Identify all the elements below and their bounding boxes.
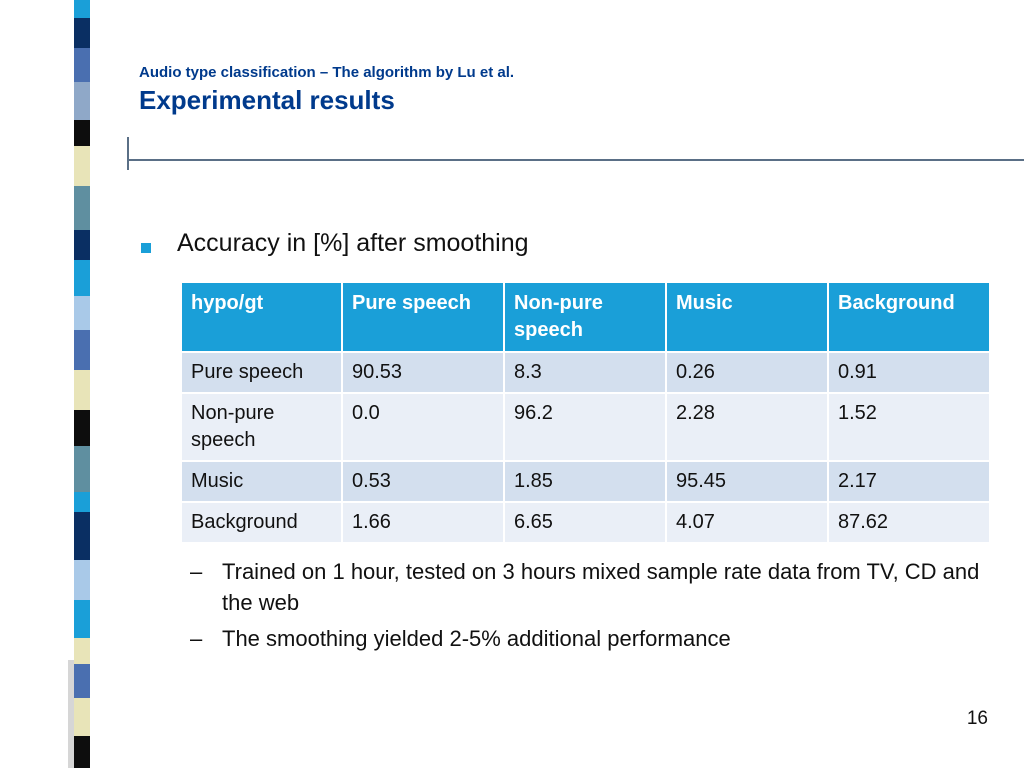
decorative-stripe bbox=[74, 0, 90, 768]
table-cell: 0.0 bbox=[341, 392, 505, 462]
slide-subtitle: Audio type classification – The algorith… bbox=[139, 64, 515, 81]
table-cell: 1.52 bbox=[827, 392, 991, 462]
table-cell: 2.17 bbox=[827, 460, 991, 503]
title-rule-horizontal bbox=[129, 159, 1024, 161]
sub-bullet-item: – The smoothing yielded 2-5% additional … bbox=[190, 623, 990, 654]
table-cell: 0.26 bbox=[665, 351, 829, 394]
table-cell: 90.53 bbox=[341, 351, 505, 394]
sub-bullet-item: – Trained on 1 hour, tested on 3 hours m… bbox=[190, 556, 990, 618]
table-cell: Music bbox=[180, 460, 343, 503]
sub-bullet-text: Trained on 1 hour, tested on 3 hours mix… bbox=[222, 559, 980, 615]
table-cell: 4.07 bbox=[665, 501, 829, 544]
dash-icon: – bbox=[190, 626, 203, 651]
table-cell: Pure speech bbox=[180, 351, 343, 394]
dash-icon: – bbox=[190, 559, 203, 584]
table-row: Background 1.66 6.65 4.07 87.62 bbox=[180, 501, 991, 544]
table-header-cell: Background bbox=[827, 281, 991, 353]
table-cell: 1.85 bbox=[503, 460, 667, 503]
sub-bullet-text: The smoothing yielded 2-5% additional pe… bbox=[222, 626, 731, 651]
bullet-text: Accuracy in [%] after smoothing bbox=[177, 229, 529, 257]
table-row: Non-pure speech 0.0 96.2 2.28 1.52 bbox=[180, 392, 991, 462]
table-cell: 96.2 bbox=[503, 392, 667, 462]
table-row: Music 0.53 1.85 95.45 2.17 bbox=[180, 460, 991, 503]
table-cell: Background bbox=[180, 501, 343, 544]
table-header-cell: hypo/gt bbox=[180, 281, 343, 353]
table-cell: 6.65 bbox=[503, 501, 667, 544]
table-cell: 87.62 bbox=[827, 501, 991, 544]
page-number: 16 bbox=[966, 708, 988, 729]
table-cell: 8.3 bbox=[503, 351, 667, 394]
slide-title: Experimental results bbox=[139, 85, 395, 115]
stripe-shadow bbox=[68, 660, 74, 768]
bullet-square-icon bbox=[141, 243, 151, 253]
table-cell: 1.66 bbox=[341, 501, 505, 544]
title-rule-vertical bbox=[127, 137, 129, 170]
table-cell: Non-pure speech bbox=[180, 392, 343, 462]
table-cell: 2.28 bbox=[665, 392, 829, 462]
accuracy-table: hypo/gt Pure speech Non-pure speech Musi… bbox=[180, 281, 991, 544]
table-row: Pure speech 90.53 8.3 0.26 0.91 bbox=[180, 351, 991, 394]
table-cell: 0.91 bbox=[827, 351, 991, 394]
table-header-cell: Music bbox=[665, 281, 829, 353]
table-cell: 95.45 bbox=[665, 460, 829, 503]
table-header-cell: Non-pure speech bbox=[503, 281, 667, 353]
table-cell: 0.53 bbox=[341, 460, 505, 503]
table-header-cell: Pure speech bbox=[341, 281, 505, 353]
table-header-row: hypo/gt Pure speech Non-pure speech Musi… bbox=[180, 281, 991, 353]
